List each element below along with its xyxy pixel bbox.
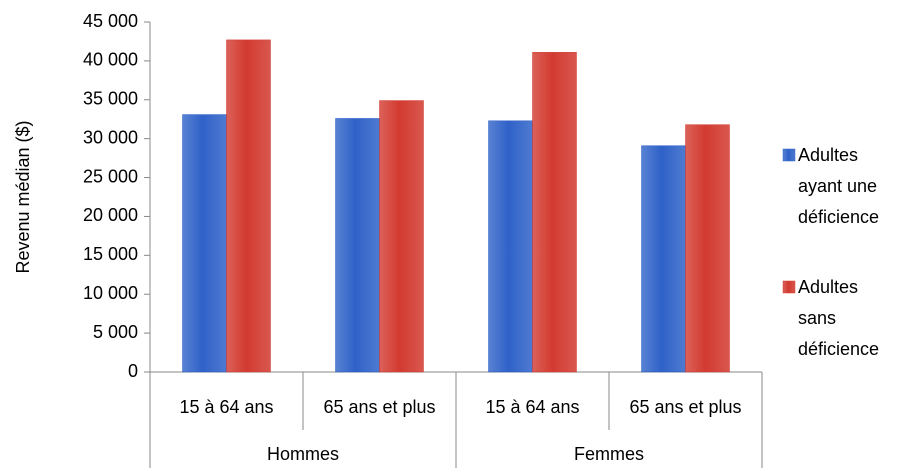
y-tick-label: 5 000: [93, 322, 138, 342]
y-tick-label: 45 000: [83, 11, 138, 31]
legend-swatch: [782, 280, 796, 294]
group-label: Femmes: [574, 444, 644, 464]
legend-swatch: [782, 148, 796, 162]
x-tick-label: 15 à 64 ans: [485, 397, 579, 417]
y-tick-label: 20 000: [83, 205, 138, 225]
legend-label: Adultes ayant une déficience: [798, 145, 880, 227]
legend-label: Adultes sans déficience: [798, 277, 880, 359]
x-tick-label: 65 ans et plus: [629, 397, 741, 417]
bar: [641, 145, 686, 373]
y-tick-label: 0: [128, 361, 138, 381]
group-label: Hommes: [267, 444, 339, 464]
y-tick-label: 25 000: [83, 166, 138, 186]
bar: [226, 39, 271, 373]
x-tick-label: 15 à 64 ans: [179, 397, 273, 417]
bar: [379, 100, 424, 373]
y-tick-label: 15 000: [83, 244, 138, 264]
bar: [685, 124, 730, 373]
bar: [335, 118, 380, 373]
y-tick-label: 35 000: [83, 89, 138, 109]
bar: [182, 114, 227, 373]
y-tick-label: 40 000: [83, 50, 138, 70]
y-axis-label: Revenu médian ($): [13, 120, 33, 273]
y-tick-label: 30 000: [83, 127, 138, 147]
y-tick-label: 10 000: [83, 283, 138, 303]
x-tick-label: 65 ans et plus: [323, 397, 435, 417]
bar: [488, 120, 533, 373]
bar: [532, 52, 577, 373]
